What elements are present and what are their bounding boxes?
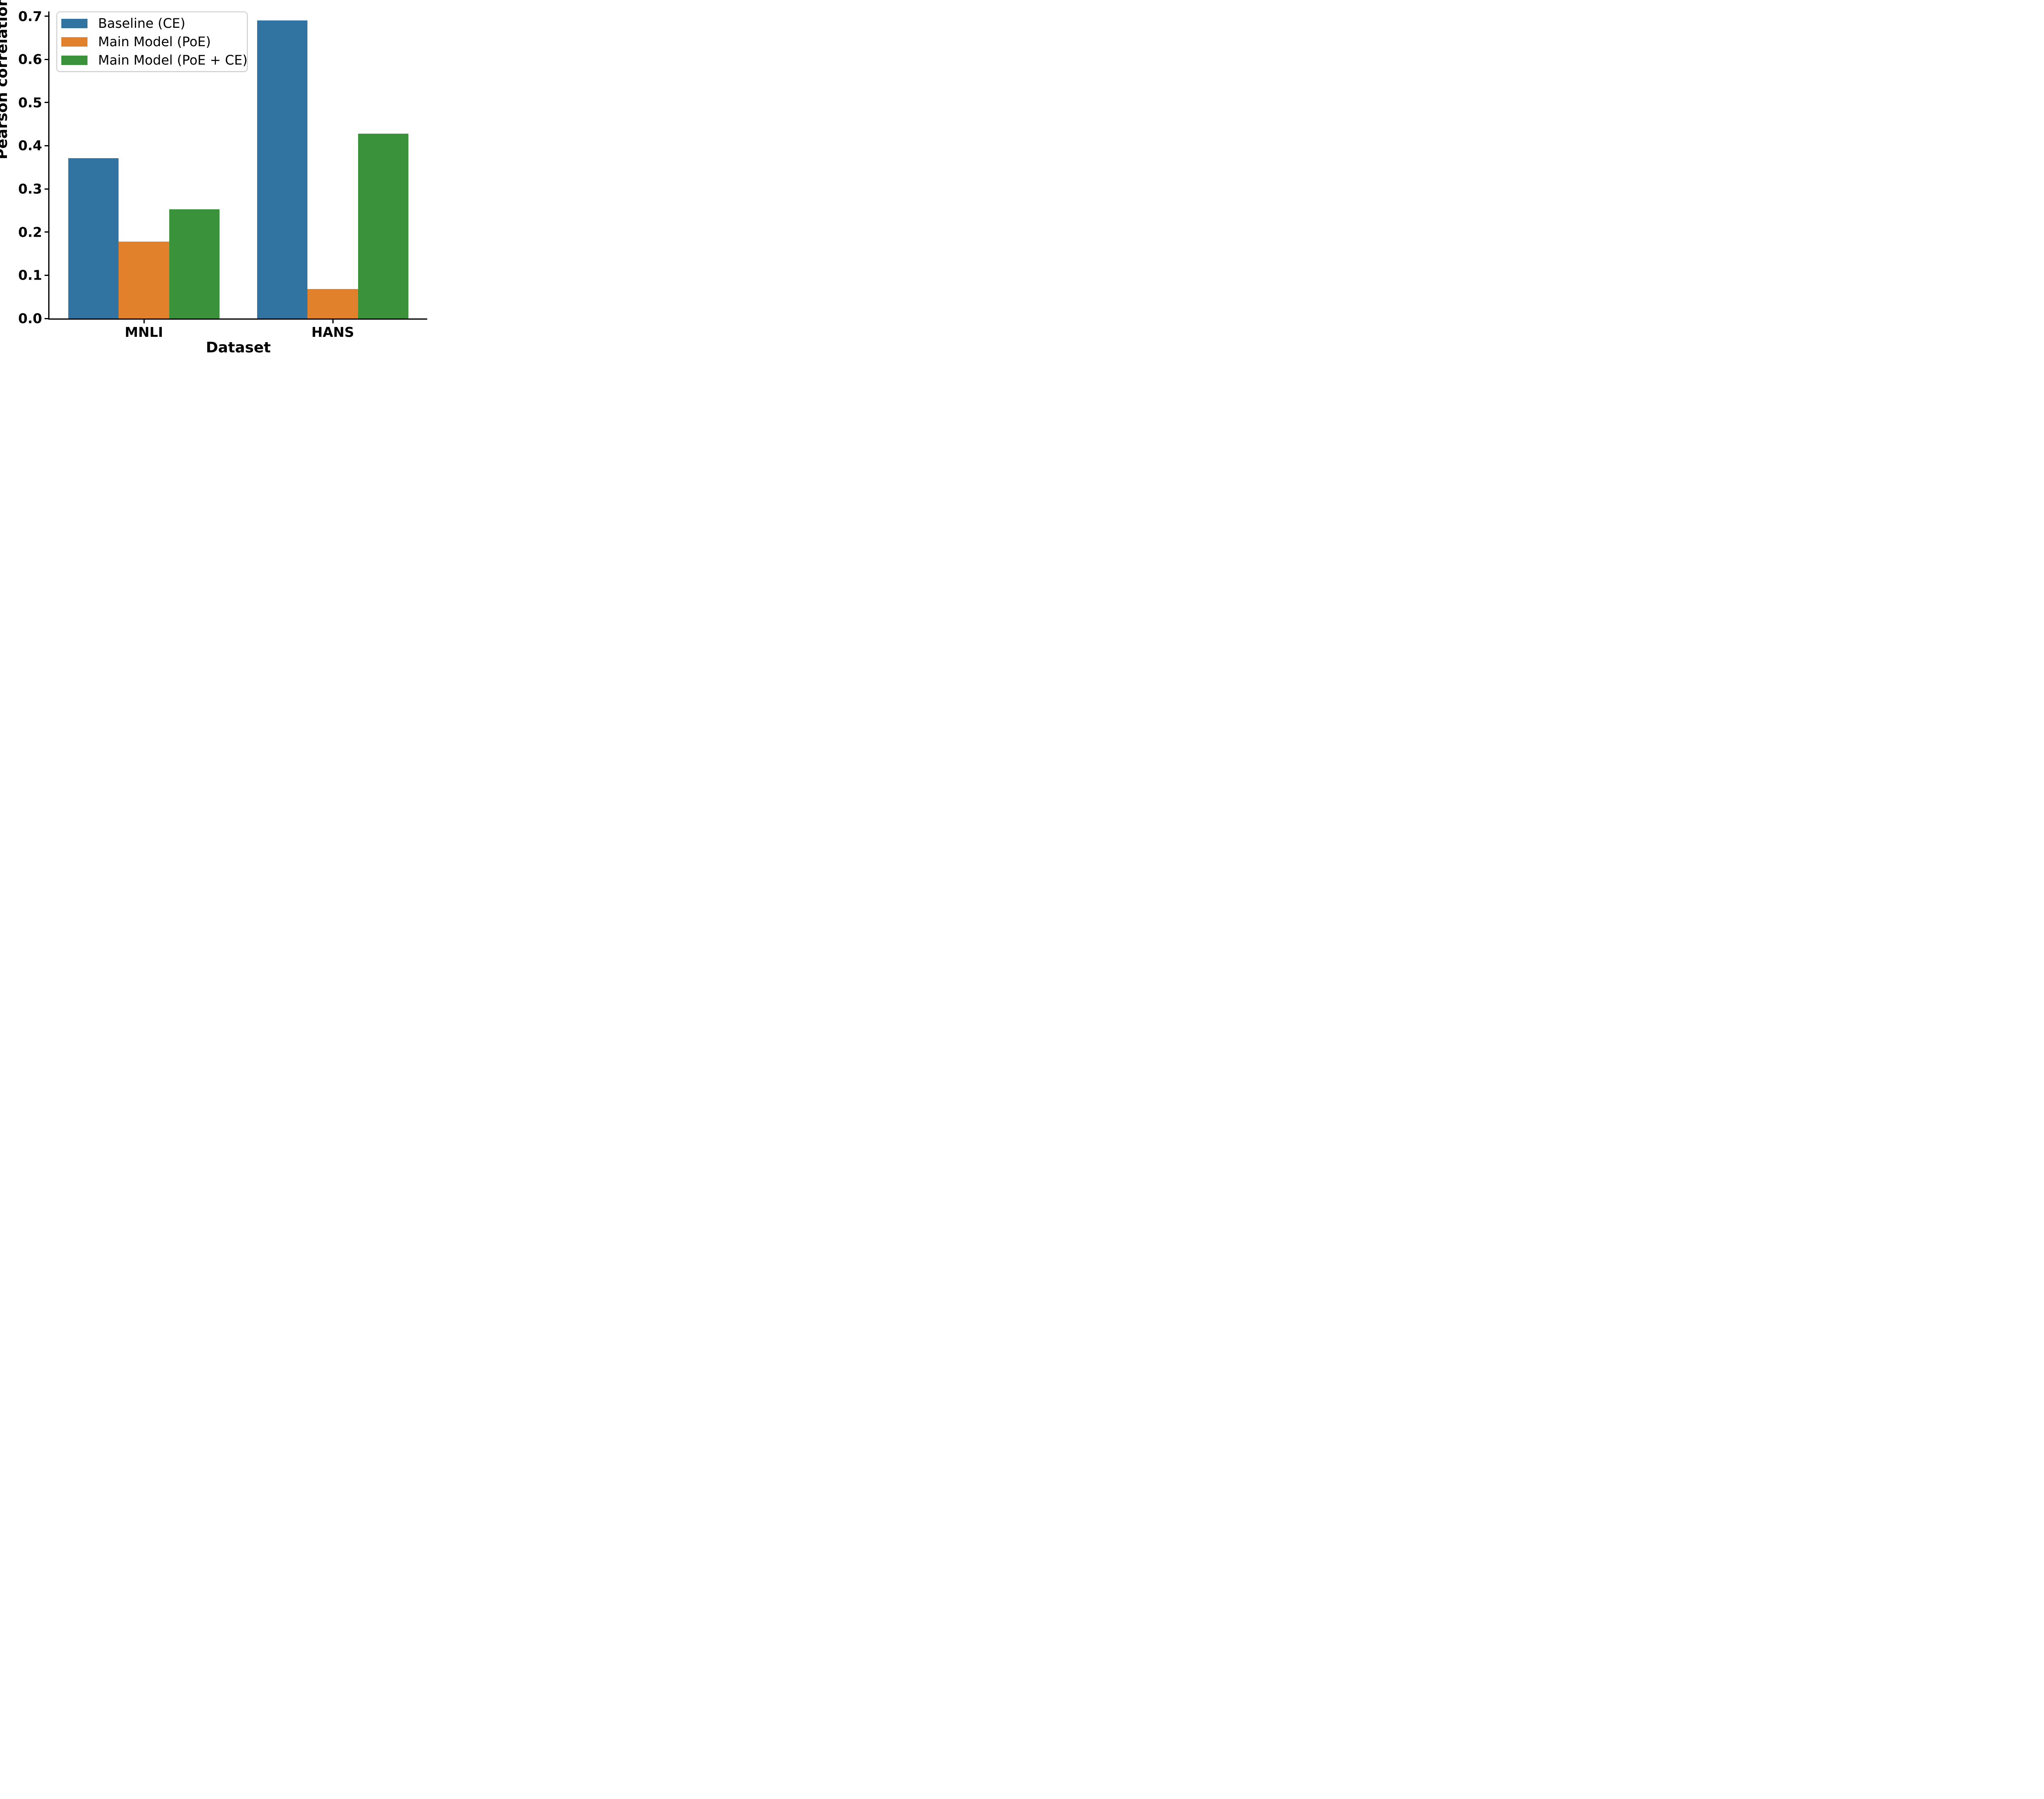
legend-entry: Baseline (CE) [61, 14, 243, 32]
bar-mnli-series-2 [169, 209, 220, 318]
legend-entry: Main Model (PoE) [61, 33, 243, 51]
legend-label: Baseline (CE) [98, 16, 186, 31]
y-tick-label: 0.5 [18, 94, 42, 111]
legend-label: Main Model (PoE) [98, 34, 211, 49]
x-tick-mark [143, 320, 145, 323]
y-tick-label: 0.3 [18, 181, 42, 197]
y-tick-mark [45, 318, 48, 319]
y-tick-mark [45, 145, 48, 146]
y-tick-label: 0.4 [18, 137, 42, 154]
x-tick-label: HANS [311, 324, 354, 340]
y-axis-spine [48, 11, 49, 320]
bar-hans-series-2 [358, 133, 408, 318]
y-tick-mark [45, 58, 48, 60]
y-tick-label: 0.7 [18, 8, 42, 25]
legend-label: Main Model (PoE + CE) [98, 52, 248, 68]
y-tick-mark [45, 16, 48, 17]
y-tick-mark [45, 231, 48, 233]
y-axis-title: Pearson correlation [0, 0, 11, 159]
legend-swatch-icon [61, 55, 87, 65]
bar-mnli-series-1 [119, 242, 169, 318]
figure: Pearson correlation 0.0 0.1 0.2 0.3 0.4 0.5 0.… [0, 0, 432, 360]
plot-area: 0.0 0.1 0.2 0.3 0.4 0.5 0.6 0.7 MNLI HANS [18, 9, 427, 339]
y-tick-label: 0.1 [18, 267, 42, 283]
legend-swatch-icon [61, 37, 87, 47]
legend: Baseline (CE) Main Model (PoE) Main Model … [56, 11, 248, 72]
legend-swatch-icon [61, 18, 87, 28]
x-tick-mark [332, 320, 334, 323]
y-tick-label: 0.0 [18, 310, 42, 327]
y-tick-label: 0.6 [18, 51, 42, 67]
x-axis-spine [48, 318, 427, 320]
y-tick-label: 0.2 [18, 224, 42, 240]
y-tick-mark [45, 102, 48, 103]
y-tick-mark [45, 274, 48, 276]
bar-mnli-series-0 [68, 158, 119, 318]
legend-entry: Main Model (PoE + CE) [61, 51, 247, 69]
bar-hans-series-0 [257, 20, 308, 318]
y-tick-mark [45, 188, 48, 190]
x-tick-label: MNLI [125, 324, 163, 340]
x-axis-title: Dataset [206, 339, 271, 356]
bar-hans-series-1 [307, 289, 358, 318]
